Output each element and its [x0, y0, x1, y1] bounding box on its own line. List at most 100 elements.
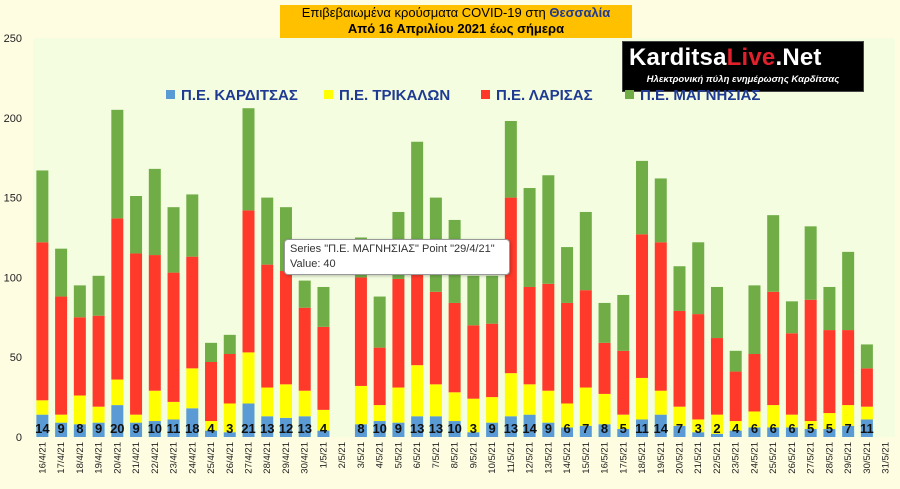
- x-tick-label: 25/4/21: [206, 442, 217, 474]
- data-label: 11: [860, 421, 874, 436]
- x-tick-label: 27/5/21: [806, 442, 817, 474]
- bar-segment: [354, 385, 367, 425]
- bar-segment: [561, 403, 574, 428]
- y-tick-label: 250: [4, 33, 22, 45]
- bar-segment: [148, 421, 161, 437]
- bar-segment: [842, 405, 855, 426]
- bar-segment: [111, 109, 124, 219]
- bar-segment: [111, 405, 124, 437]
- bar-segment: [598, 424, 611, 437]
- bar-segment: [673, 425, 686, 437]
- bar-segment: [73, 317, 86, 396]
- legend: Π.Ε. ΚΑΡΔΙΤΣΑΣ Π.Ε. ΤΡΙΚΑΛΩΝ Π.Ε. ΛΑΡΙΣΑ…: [0, 87, 900, 109]
- bar-segment: [504, 120, 517, 198]
- bar-segment: [860, 368, 873, 407]
- bar-segment: [710, 338, 723, 415]
- title-line2: Από 16 Απριλίου 2021 έως σήμερα: [347, 21, 565, 36]
- x-tick-label: 26/4/21: [225, 442, 236, 474]
- x-tick-label: 24/4/21: [187, 442, 198, 474]
- bar-segment: [186, 256, 199, 369]
- data-label: 18: [185, 421, 199, 436]
- x-tick-label: 18/4/21: [75, 442, 86, 474]
- bar-segment: [579, 387, 592, 426]
- logo-subtitle: Ηλεκτρονική πύλη ενημέρωσης Καρδίτσας: [646, 74, 840, 85]
- bar-segment: [804, 429, 817, 437]
- x-tick-label: 15/5/21: [581, 442, 592, 474]
- x-tick-label: 28/4/21: [262, 442, 273, 474]
- bar-segment: [486, 397, 499, 423]
- bar-segment: [523, 384, 536, 415]
- tooltip-series-point: Series "Π.Ε. ΜΑΓΝΗΣΙΑΣ" Point "29/4/21": [290, 243, 495, 255]
- bar-segment: [729, 430, 742, 437]
- bar-segment: [298, 416, 311, 437]
- bar-segment: [523, 414, 536, 437]
- bar-segment: [673, 310, 686, 407]
- bar-segment: [242, 403, 255, 437]
- bar-segment: [617, 350, 630, 415]
- legend-item-magnisia: Π.Ε. ΜΑΓΝΗΣΙΑΣ: [625, 87, 760, 107]
- bar-segment: [186, 194, 199, 257]
- bar-segment: [654, 414, 667, 437]
- x-tick-label: 22/5/21: [712, 442, 723, 474]
- bar-segment: [448, 302, 461, 393]
- x-tick-label: 13/5/21: [543, 442, 554, 474]
- bar-segment: [467, 398, 480, 433]
- legend-item-karditsa: Π.Ε. ΚΑΡΔΙΤΣΑΣ: [166, 87, 298, 107]
- bar-segment: [92, 406, 105, 423]
- data-label: 8: [357, 421, 364, 436]
- bar-segment: [579, 290, 592, 388]
- x-tick-label: 8/5/21: [450, 442, 461, 468]
- bar-tooltip: Series "Π.Ε. ΜΑΓΝΗΣΙΑΣ" Point "29/4/21" …: [284, 239, 510, 275]
- data-label: 9: [57, 421, 64, 436]
- bar-segment: [767, 427, 780, 437]
- bar-segment: [73, 285, 86, 318]
- bar-segment: [448, 421, 461, 437]
- bar-segment: [167, 207, 180, 273]
- x-tick-label: 7/5/21: [431, 442, 442, 468]
- x-tick-label: 28/5/21: [824, 442, 835, 474]
- bar-segment: [411, 365, 424, 417]
- bar-segment: [373, 421, 386, 437]
- x-tick-label: 16/5/21: [600, 442, 611, 474]
- bar-segment: [710, 414, 723, 434]
- bar-segment: [748, 285, 761, 355]
- bar-segment: [823, 429, 836, 437]
- data-label: 9: [132, 421, 139, 436]
- bar-segment: [598, 393, 611, 425]
- bar-segment: [36, 242, 49, 401]
- bar-segment: [823, 413, 836, 430]
- x-tick-label: 6/5/21: [412, 442, 423, 468]
- bar-segment: [373, 347, 386, 406]
- x-tick-label: 17/4/21: [56, 442, 67, 474]
- data-label: 5: [620, 421, 627, 436]
- x-tick-label: 2/5/21: [337, 442, 348, 468]
- bar-segment: [467, 432, 480, 437]
- bar-segment: [167, 419, 180, 437]
- bar-segment: [279, 271, 292, 385]
- site-logo[interactable]: KarditsaLive.Net Ηλεκτρονική πύλη ενημέρ…: [622, 41, 864, 92]
- legend-swatch-green: [625, 90, 634, 99]
- data-labels: 14 9 8 9 20 9 10 11 18 4 3 21 13 12 13 4 8 10 9 13 13 10 3 9 13 1…: [35, 421, 874, 436]
- bar-segment: [692, 242, 705, 315]
- bar-segment: [542, 175, 555, 284]
- x-tick-label: 12/5/21: [525, 442, 536, 474]
- data-label: 4: [207, 421, 215, 436]
- bar-segment: [523, 188, 536, 287]
- data-label: 6: [770, 421, 777, 436]
- data-label: 13: [504, 421, 518, 436]
- bar-segment: [504, 373, 517, 417]
- data-label: 4: [732, 421, 740, 436]
- bar-segment: [654, 390, 667, 415]
- y-axis: 0 50 100 150 200 250: [4, 33, 22, 444]
- legend-item-trikala: Π.Ε. ΤΡΙΚΑΛΩΝ: [324, 87, 450, 107]
- bar-segment: [55, 296, 68, 415]
- bar-segment: [36, 414, 49, 437]
- x-tick-label: 21/5/21: [693, 442, 704, 474]
- x-tick-label: 23/4/21: [169, 442, 180, 474]
- bar-segment: [710, 433, 723, 437]
- data-label: 3: [226, 421, 233, 436]
- data-label: 14: [522, 421, 537, 436]
- legend-swatch-blue: [166, 90, 175, 99]
- bar-segment: [504, 416, 517, 437]
- bar-segment: [205, 342, 218, 362]
